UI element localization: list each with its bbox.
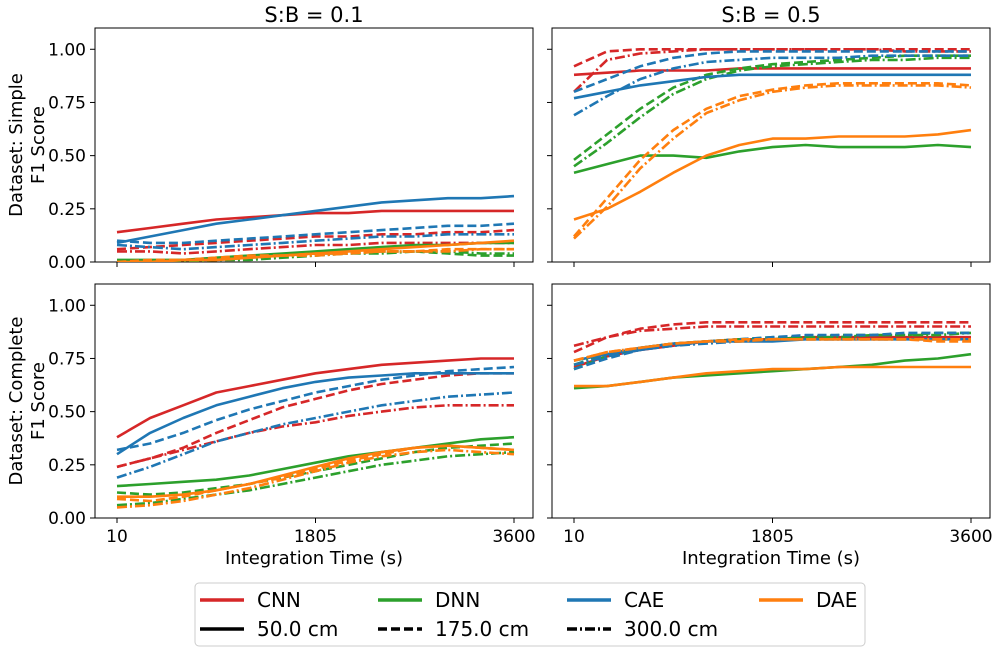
x-tick-label: 10 bbox=[106, 527, 128, 547]
y-tick-label: 0.25 bbox=[48, 200, 86, 220]
series-dae-3000cm bbox=[116, 448, 515, 509]
series-dae-500cm bbox=[117, 444, 515, 499]
x-tick-label: 3600 bbox=[492, 527, 535, 547]
series-cnn-3000cm bbox=[116, 403, 514, 469]
series-cnn-3000cm bbox=[117, 241, 514, 255]
y-tick-label: 0.25 bbox=[48, 456, 86, 476]
series-cae-3000cm bbox=[573, 54, 971, 117]
axes-frame bbox=[551, 283, 991, 519]
y-tick-label: 1.00 bbox=[48, 40, 86, 60]
series-cnn-1750cm bbox=[573, 320, 971, 354]
legend-label: 300.0 cm bbox=[624, 617, 718, 641]
series-dnn-3000cm bbox=[116, 450, 515, 507]
y-tick-label: 1.00 bbox=[48, 296, 86, 316]
series-cae-1750cm bbox=[116, 365, 515, 452]
series-cae-3000cm bbox=[116, 233, 514, 251]
legend-frame bbox=[194, 582, 866, 647]
x-tick-label: 1805 bbox=[751, 527, 794, 547]
panel-complete-sb05: 10 1805 3600 Integration Time (s) bbox=[547, 283, 993, 569]
panel-complete-sb01: 0.00 0.25 0.50 0.75 1.00 10 1805 3600 Integratio… bbox=[48, 283, 536, 569]
labels-group: S:B = 0.1 S:B = 0.5 Dataset: SimpleF1 Scor… bbox=[6, 3, 821, 486]
y-tick-label: 0.50 bbox=[48, 147, 86, 167]
legend-label: CAE bbox=[624, 588, 664, 612]
axes-frame bbox=[551, 27, 991, 263]
series-dae-500cm bbox=[573, 128, 972, 221]
y-tick-label: 0.00 bbox=[48, 253, 86, 273]
series-dnn-500cm bbox=[573, 143, 972, 174]
column-title: S:B = 0.1 bbox=[264, 3, 363, 27]
series-cae-500cm bbox=[116, 371, 514, 456]
series-cnn-500cm bbox=[116, 209, 514, 234]
series-group bbox=[573, 320, 972, 390]
series-cae-1750cm bbox=[116, 222, 515, 245]
axes-frame bbox=[94, 27, 534, 263]
series-dnn-500cm bbox=[116, 435, 515, 488]
x-tick-label: 10 bbox=[563, 527, 585, 547]
series-cnn-1750cm bbox=[116, 228, 515, 251]
series-dae-3000cm bbox=[573, 84, 972, 240]
series-cae-1750cm bbox=[573, 50, 971, 94]
y-tick-label: 0.50 bbox=[48, 403, 86, 423]
y-tick-label: 0.00 bbox=[48, 509, 86, 529]
x-axis-label: Integration Time (s) bbox=[225, 548, 403, 569]
x-axis-label: Integration Time (s) bbox=[682, 548, 860, 569]
series-dae-3000cm bbox=[573, 337, 971, 362]
series-cnn-3000cm bbox=[573, 325, 971, 347]
series-dae-500cm bbox=[574, 365, 971, 388]
column-title: S:B = 0.5 bbox=[721, 3, 820, 27]
series-cae-500cm bbox=[573, 73, 971, 100]
series-group bbox=[573, 47, 972, 240]
panel-simple-sb01: 0.00 0.25 0.50 0.75 1.00 bbox=[48, 27, 534, 273]
panel-simple-sb05 bbox=[547, 27, 991, 267]
y-tick-label: 0.75 bbox=[48, 93, 86, 113]
axes-frame bbox=[94, 283, 534, 519]
series-dae-1750cm bbox=[116, 444, 515, 503]
series-cae-500cm bbox=[116, 194, 515, 245]
series-group bbox=[116, 194, 515, 262]
legend: CNN DNN CAE DAE 50.0 cm 175.0 cm 300.0 cm bbox=[194, 582, 866, 647]
series-cae-3000cm bbox=[116, 391, 515, 479]
series-cnn-3000cm bbox=[573, 47, 971, 93]
x-tick-label: 1805 bbox=[294, 527, 337, 547]
series-cnn-500cm bbox=[116, 357, 514, 439]
panels-group: 0.00 0.25 0.50 0.75 1.00 0.00 0.25 0.50 0.75 1.00… bbox=[48, 27, 993, 569]
legend-label: 175.0 cm bbox=[435, 617, 529, 641]
series-cnn-500cm bbox=[573, 67, 971, 77]
row-label: Dataset: SimpleF1 Score bbox=[6, 73, 49, 217]
series-dae-1750cm bbox=[573, 82, 972, 238]
legend-label: CNN bbox=[257, 588, 301, 612]
legend-label: 50.0 cm bbox=[257, 617, 338, 641]
series-group bbox=[116, 357, 515, 509]
series-dae-3000cm bbox=[117, 247, 514, 262]
row-label: Dataset: CompleteF1 Score bbox=[6, 316, 49, 485]
legend-label: DNN bbox=[435, 588, 480, 612]
x-tick-label: 3600 bbox=[949, 527, 992, 547]
series-dae-1750cm bbox=[116, 247, 514, 262]
y-tick-label: 0.75 bbox=[48, 349, 86, 369]
series-cnn-1750cm bbox=[116, 371, 514, 469]
legend-label: DAE bbox=[816, 588, 857, 612]
